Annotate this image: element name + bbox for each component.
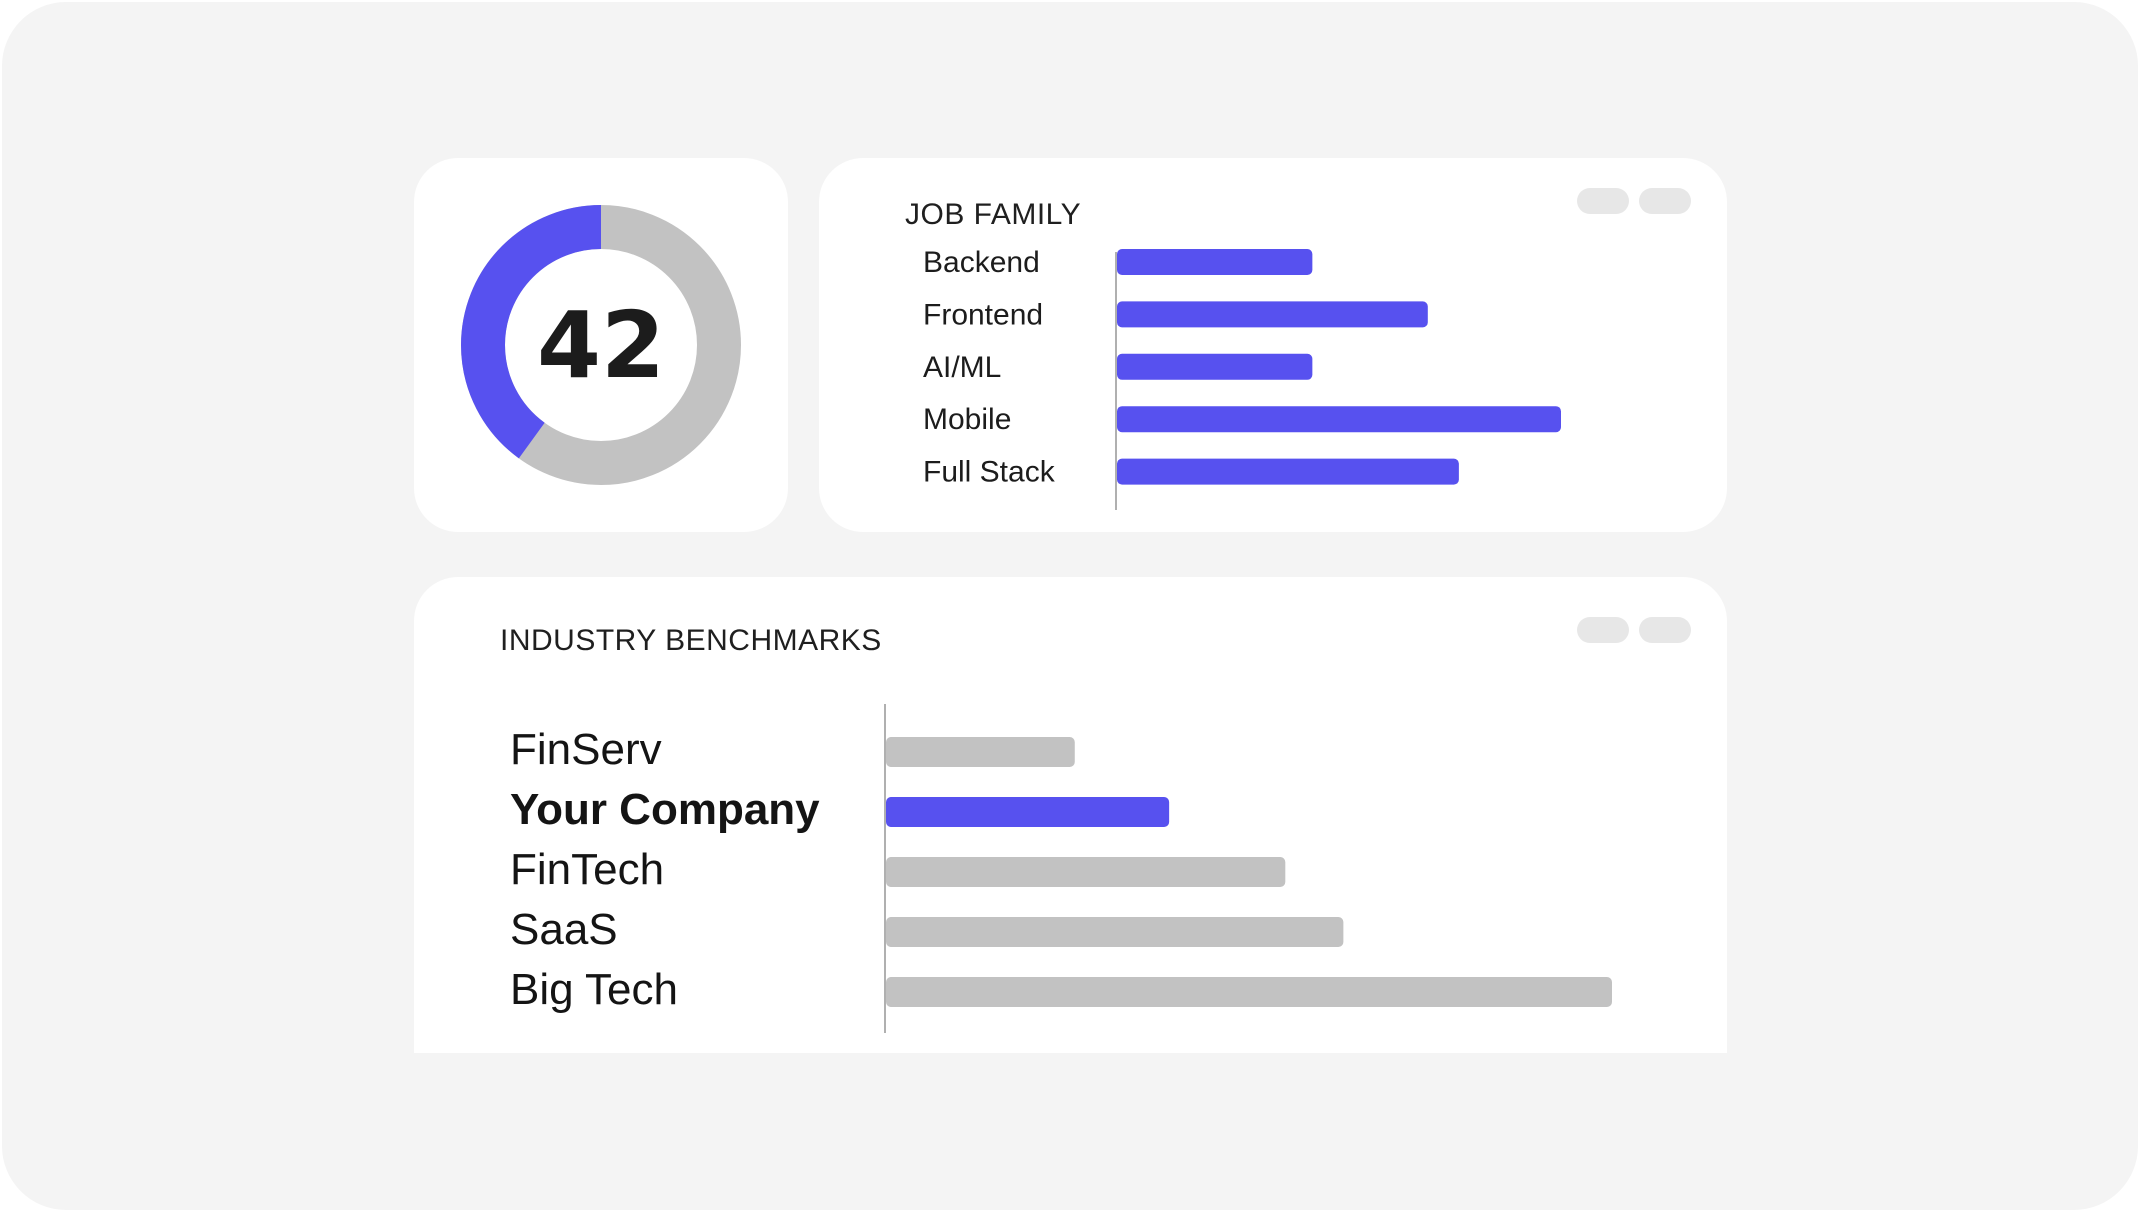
job-family-label: Mobile xyxy=(923,403,1011,436)
benchmarks-chart: FinServ Your Company FinTech SaaS Big Tech xyxy=(510,704,1612,1033)
benchmark-label: FinTech xyxy=(510,845,664,894)
job-family-title: JOB FAMILY xyxy=(905,198,1082,231)
gauge-value: 42 xyxy=(537,292,665,399)
job-family-label: Backend xyxy=(923,246,1040,279)
job-family-bar xyxy=(1117,458,1459,485)
benchmark-label-highlight: Your Company xyxy=(510,785,820,834)
benchmark-bar xyxy=(886,737,1075,767)
job-family-chart: Backend Frontend AI/ML Mobile Full Stack xyxy=(923,246,1561,510)
job-family-bar xyxy=(1117,406,1561,433)
card-menu-pill-1[interactable] xyxy=(1577,188,1629,214)
benchmark-bar xyxy=(886,857,1286,887)
job-family-bar xyxy=(1117,249,1313,275)
industry-benchmarks-card: INDUSTRY BENCHMARKS FinServ Your Company F… xyxy=(414,577,1727,1053)
benchmark-bar xyxy=(886,917,1344,947)
benchmark-label: FinServ xyxy=(510,725,662,774)
job-family-bar xyxy=(1117,353,1313,380)
card-menu-pill-1[interactable] xyxy=(1577,617,1629,643)
gauge-chart: 42 xyxy=(461,205,741,485)
card-menu-pill-2[interactable] xyxy=(1639,188,1691,214)
benchmark-label: Big Tech xyxy=(510,965,678,1014)
gauge-card: 42 xyxy=(414,158,788,532)
job-family-bar xyxy=(1117,301,1428,328)
job-family-label: Frontend xyxy=(923,298,1043,331)
benchmark-bar xyxy=(886,977,1612,1007)
job-family-label: Full Stack xyxy=(923,456,1056,489)
benchmarks-title: INDUSTRY BENCHMARKS xyxy=(500,624,882,657)
job-family-label: AI/ML xyxy=(923,351,1001,384)
card-menu-pill-2[interactable] xyxy=(1639,617,1691,643)
gauge-progress-arc xyxy=(461,205,741,485)
benchmark-label: SaaS xyxy=(510,905,618,954)
benchmark-bar-highlight xyxy=(886,797,1170,827)
job-family-card: JOB FAMILY Backend Frontend AI/ML Mobile Ful… xyxy=(819,158,1727,532)
